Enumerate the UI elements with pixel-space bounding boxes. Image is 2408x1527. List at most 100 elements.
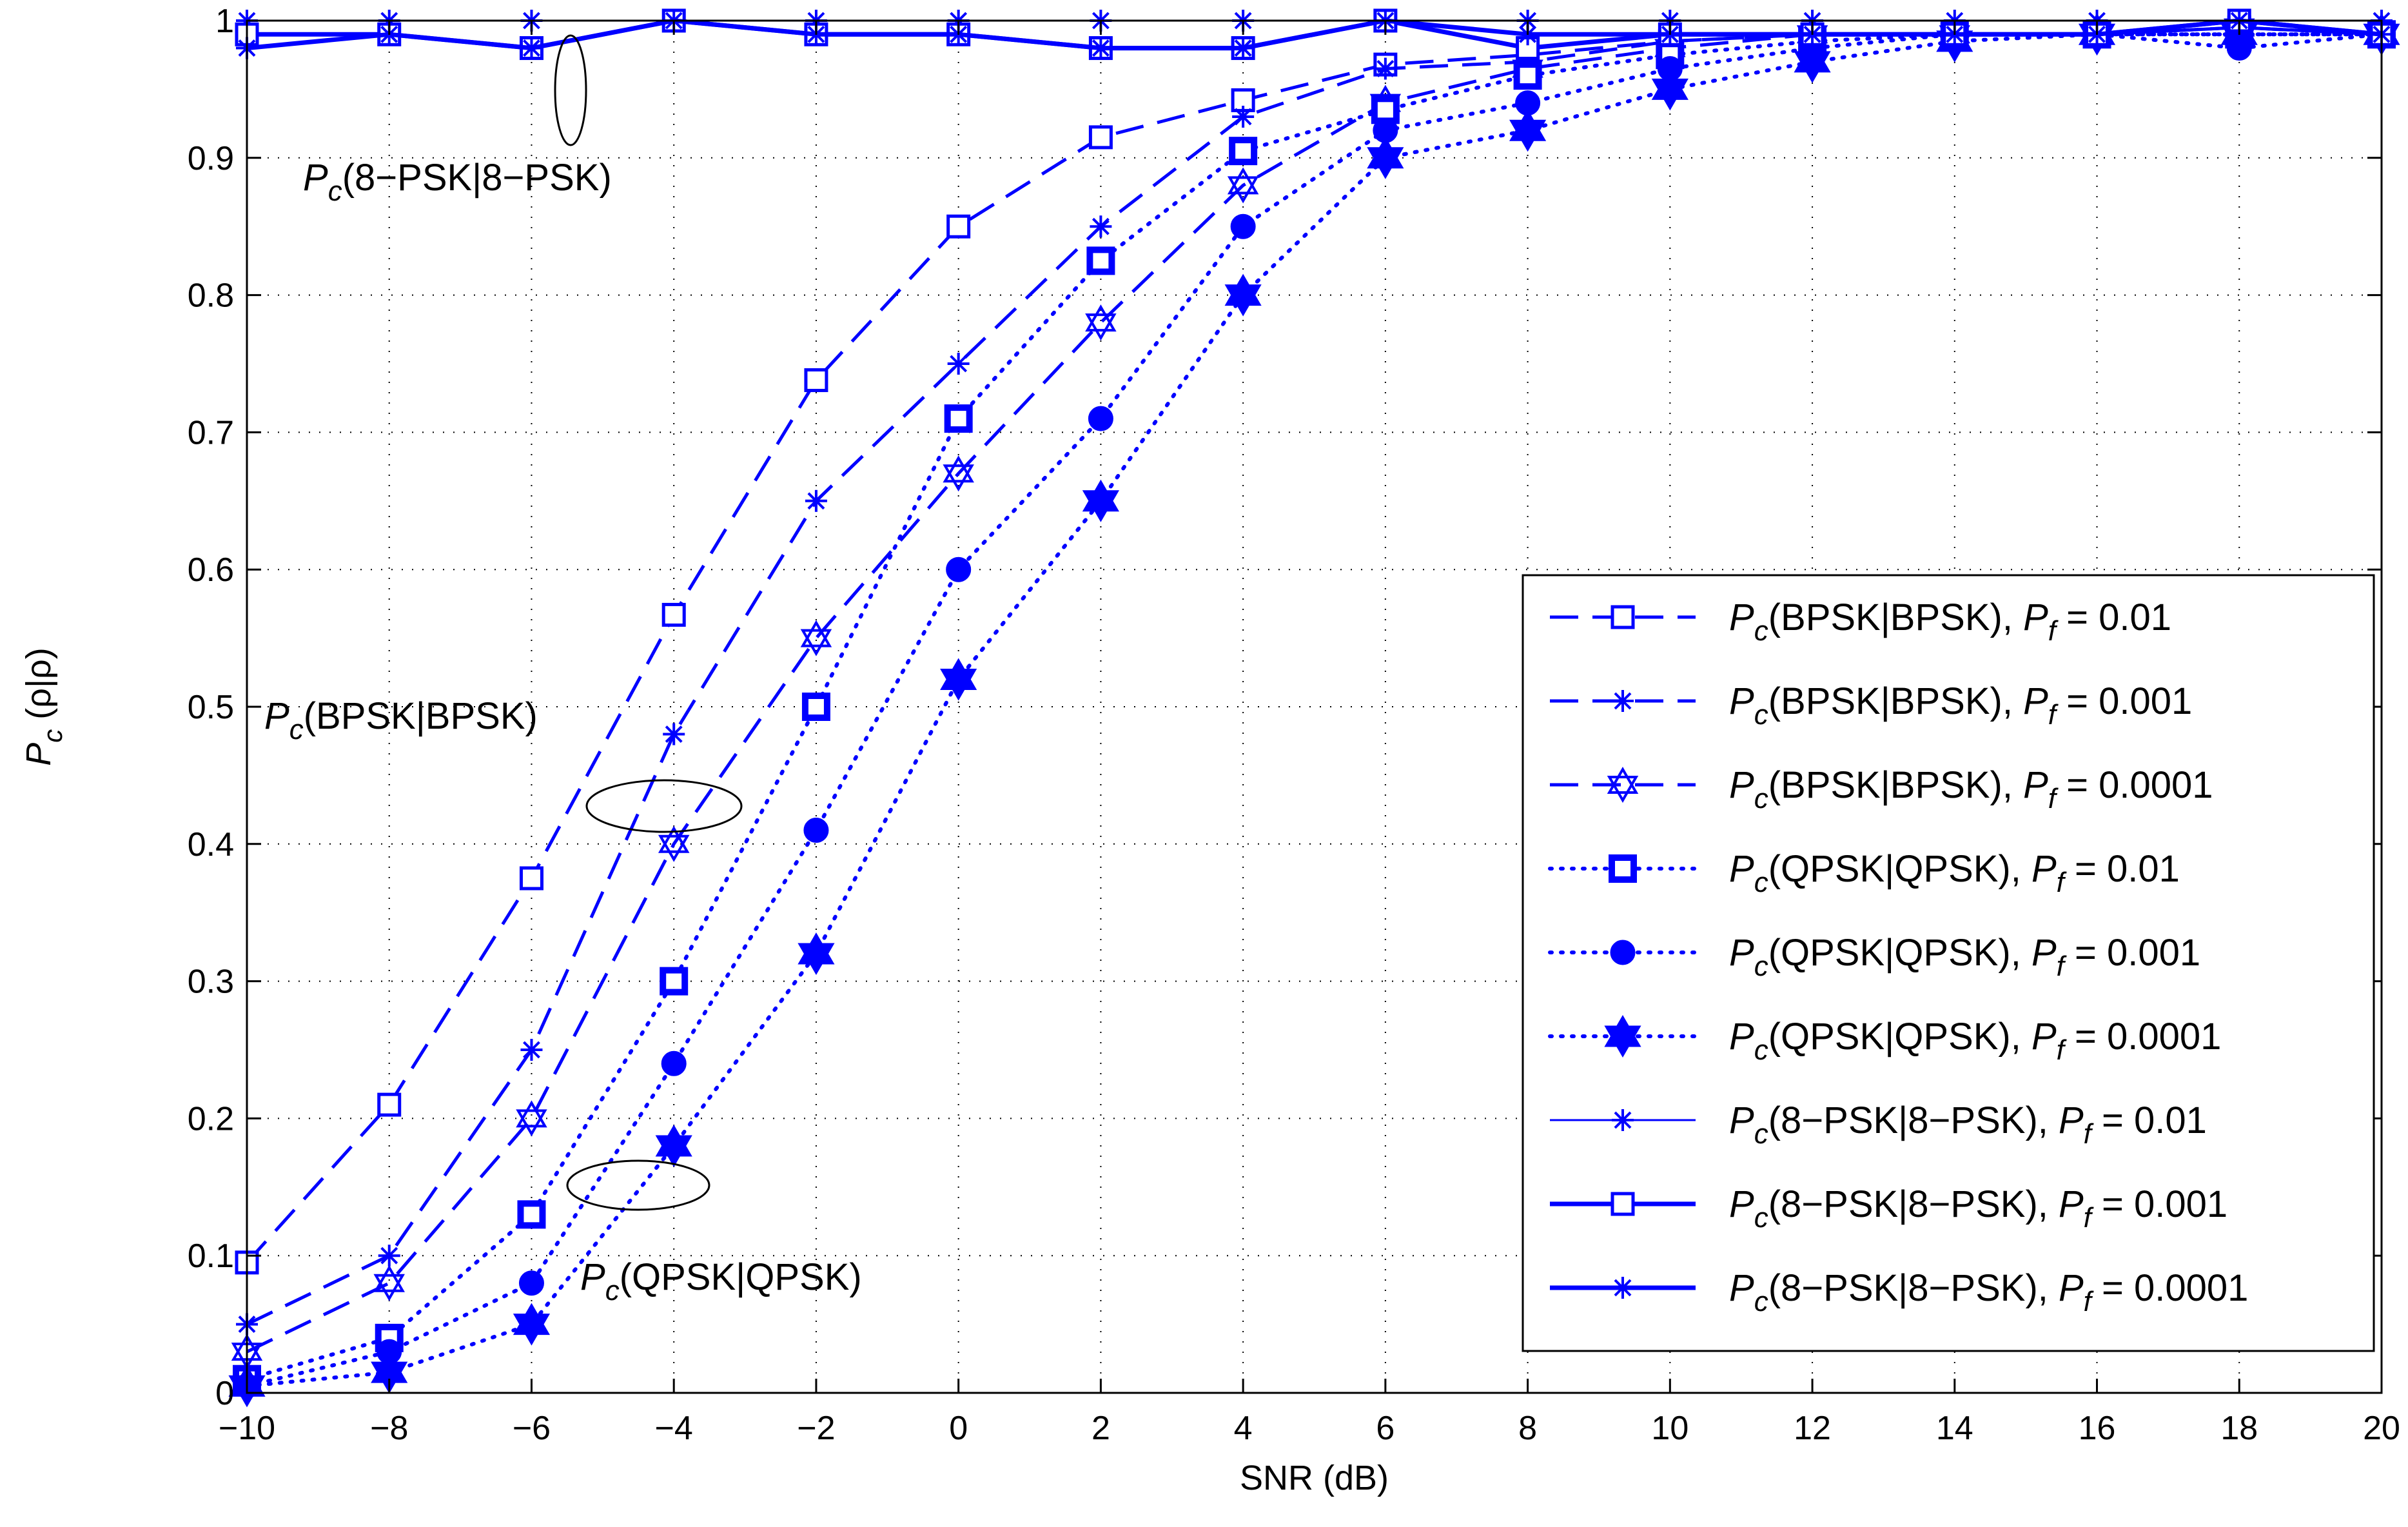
y-tick-label: 0.8 [188,277,234,315]
data-point [378,1245,400,1267]
data-point [940,658,977,701]
legend-marker [1612,690,1634,712]
ann-bpsk: Pc(BPSK|BPSK) [264,695,538,745]
y-tick-label: 0 [215,1375,234,1412]
data-point [944,404,973,433]
data-point [1224,273,1262,317]
legend-marker [1612,1277,1634,1299]
data-point [1088,125,1113,150]
series-line [246,18,2382,51]
y-tick-label: 0.5 [188,689,234,726]
legend-item: Pc(8−PSK|8−PSK), Pf = 0.01 [1550,1099,2207,1150]
legend-label: Pc(QPSK|QPSK), Pf = 0.001 [1729,932,2200,982]
data-point [661,602,686,627]
ellipse-8psk [554,34,587,146]
legend-marker [1607,767,1639,803]
x-tick-label: 10 [1651,1410,1689,1447]
y-tick-label: 0.2 [188,1100,234,1138]
legend-label: Pc(8−PSK|8−PSK), Pf = 0.0001 [1729,1267,2248,1317]
legend-item: Pc(QPSK|QPSK), Pf = 0.01 [1548,848,2180,898]
ellipse-qpsk [566,1159,710,1211]
x-tick-label: 20 [2363,1410,2400,1447]
legend: Pc(BPSK|BPSK), Pf = 0.01 Pc(BPSK|BPSK), P… [1522,574,2375,1352]
y-axis-label-main: P [19,743,58,766]
data-point [1085,304,1117,341]
series-lines [228,8,2400,1408]
data-point [805,489,827,512]
x-tick-label: 18 [2220,1410,2258,1447]
legend-marker [1604,1014,1641,1058]
legend-marker [1610,605,1635,629]
data-point [1374,57,1396,80]
series-line [245,32,2384,1388]
x-tick-label: −2 [797,1410,835,1447]
y-axis-label-sub: c [37,729,68,743]
legend-item: Pc(BPSK|BPSK), Pf = 0.01 [1550,596,2171,647]
annotations: Pc(8−PSK|8−PSK) Pc(BPSK|BPSK) Pc(QPSK|QPSK… [264,34,862,1306]
x-tick-label: 0 [949,1410,968,1447]
data-point [803,818,829,843]
data-point [377,1092,402,1117]
data-point [946,557,972,582]
x-tick-label: 12 [1794,1410,1831,1447]
x-tick-label: −6 [513,1410,551,1447]
data-point [519,866,543,891]
legend-label: Pc(QPSK|QPSK), Pf = 0.01 [1729,848,2180,898]
data-point [947,353,970,375]
y-tick-label: 0.6 [188,551,234,589]
legend-item: Pc(8−PSK|8−PSK), Pf = 0.0001 [1550,1267,2248,1317]
data-point [373,1265,405,1301]
data-point [518,1270,544,1296]
legend-label: Pc(QPSK|QPSK), Pf = 0.0001 [1729,1016,2221,1066]
legend-label: Pc(BPSK|BPSK), Pf = 0.01 [1729,596,2171,647]
x-tick-label: −10 [219,1410,275,1447]
legend-item: Pc(BPSK|BPSK), Pf = 0.001 [1550,680,2192,731]
data-point [1090,37,1112,59]
legend-label: Pc(BPSK|BPSK), Pf = 0.001 [1729,680,2192,731]
series-line [245,32,2384,1381]
y-tick-label: 0.4 [188,826,234,863]
legend-marker [1610,940,1636,965]
legend-item: Pc(BPSK|BPSK), Pf = 0.0001 [1550,764,2213,814]
data-point [1232,105,1255,128]
data-point [1227,167,1259,204]
data-point [1232,37,1255,59]
data-point [520,37,543,59]
data-point [801,693,830,721]
x-tick-label: 14 [1936,1410,1973,1447]
data-point [1230,213,1256,239]
data-point [520,1039,543,1061]
x-tick-label: 6 [1376,1410,1395,1447]
data-point [1651,68,1689,111]
y-tick-label: 0.7 [188,414,234,451]
data-point [1086,246,1115,275]
data-point [1082,479,1119,522]
legend-label: Pc(8−PSK|8−PSK), Pf = 0.001 [1729,1183,2227,1234]
data-point [658,825,690,862]
data-point [513,1303,551,1346]
x-tick-label: −8 [370,1410,408,1447]
data-point [1229,137,1258,166]
data-point [1371,95,1400,124]
x-tick-label: 4 [1234,1410,1253,1447]
data-point [946,214,971,239]
y-tick-label: 0.1 [188,1237,234,1275]
x-axis-label: SNR (dB) [1240,1459,1389,1497]
legend-item: Pc(8−PSK|8−PSK), Pf = 0.001 [1550,1183,2227,1234]
y-tick-label: 1 [215,3,234,40]
x-tick-label: 8 [1518,1410,1537,1447]
legend-marker [1610,1192,1635,1216]
x-tick-label: 16 [2079,1410,2116,1447]
data-point [1367,136,1404,179]
legend-box [1522,574,2375,1352]
legend-label: Pc(8−PSK|8−PSK), Pf = 0.01 [1729,1099,2207,1150]
data-point [660,967,689,996]
data-point [1090,215,1112,238]
data-point [1509,109,1547,152]
data-point [804,368,828,393]
y-tick-label: 0.9 [188,140,234,177]
data-point [800,620,832,656]
legend-label: Pc(BPSK|BPSK), Pf = 0.0001 [1729,764,2213,814]
ellipse-bpsk [585,779,743,833]
